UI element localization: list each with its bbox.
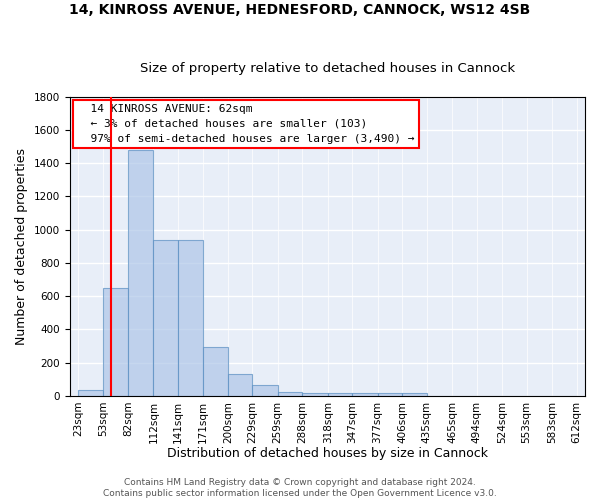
Bar [377, 392, 402, 396]
Bar [103, 288, 128, 396]
Bar [402, 394, 427, 396]
Text: Contains HM Land Registry data © Crown copyright and database right 2024.
Contai: Contains HM Land Registry data © Crown c… [103, 478, 497, 498]
Title: Size of property relative to detached houses in Cannock: Size of property relative to detached ho… [140, 62, 515, 74]
Bar [302, 392, 328, 396]
Bar [78, 390, 103, 396]
Bar [228, 374, 253, 396]
Bar [278, 392, 302, 396]
Text: 14 KINROSS AVENUE: 62sqm
  ← 3% of detached houses are smaller (103)
  97% of se: 14 KINROSS AVENUE: 62sqm ← 3% of detache… [77, 104, 415, 144]
Bar [328, 394, 352, 396]
Text: 14, KINROSS AVENUE, HEDNESFORD, CANNOCK, WS12 4SB: 14, KINROSS AVENUE, HEDNESFORD, CANNOCK,… [70, 2, 530, 16]
Bar [253, 385, 278, 396]
Bar [203, 347, 228, 396]
Bar [178, 240, 203, 396]
Bar [128, 150, 154, 396]
Bar [154, 240, 178, 396]
X-axis label: Distribution of detached houses by size in Cannock: Distribution of detached houses by size … [167, 447, 488, 460]
Bar [352, 394, 377, 396]
Y-axis label: Number of detached properties: Number of detached properties [15, 148, 28, 344]
